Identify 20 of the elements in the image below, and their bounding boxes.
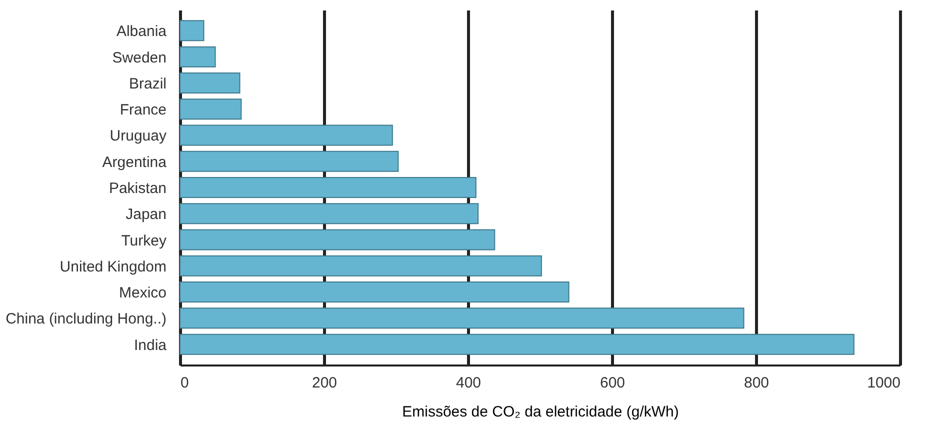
y-tick-label: Japan xyxy=(126,206,166,224)
x-tick-label: 600 xyxy=(600,374,626,392)
y-tick-label: Sweden xyxy=(112,49,166,66)
y-tick-label: France xyxy=(120,102,166,119)
y-tick-label: Albania xyxy=(116,23,168,40)
y-tick-label: Pakistan xyxy=(108,180,166,197)
y-tick-label: Mexico xyxy=(118,284,166,302)
x-tick-label: 400 xyxy=(456,374,482,392)
x-tick-label: 1000 xyxy=(867,374,900,392)
y-tick-label: Uruguay xyxy=(110,128,167,145)
x-tick-label: 0 xyxy=(180,374,189,392)
y-tick-label: China (including Hong..) xyxy=(6,310,167,328)
x-tick-label: 200 xyxy=(312,374,338,392)
y-tick-label: India xyxy=(134,336,168,354)
y-tick-label: United Kingdom xyxy=(60,258,166,276)
y-tick-label: Turkey xyxy=(121,232,167,250)
y-tick-label: Argentina xyxy=(102,154,168,171)
x-axis-title: Emissões de CO₂ da eletricidade (g/kWh) xyxy=(402,404,679,420)
x-tick-label: 800 xyxy=(744,374,770,392)
y-tick-label: Brazil xyxy=(128,75,166,92)
